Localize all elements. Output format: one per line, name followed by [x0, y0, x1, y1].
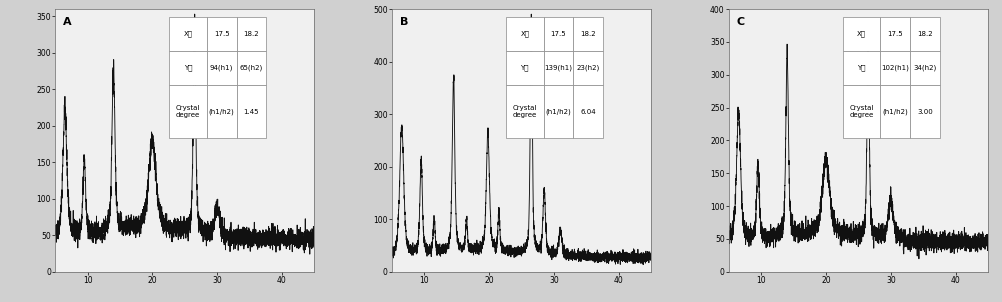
Bar: [842, 85, 880, 138]
Bar: [880, 85, 910, 138]
Bar: [506, 85, 543, 138]
Text: 139(h1): 139(h1): [544, 65, 572, 72]
Bar: [573, 85, 602, 138]
Bar: [206, 85, 236, 138]
Bar: [169, 85, 206, 138]
Bar: [506, 17, 543, 51]
Text: (h1/h2): (h1/h2): [208, 108, 234, 115]
Text: 1.45: 1.45: [243, 108, 259, 114]
Text: 34(h2): 34(h2): [913, 65, 936, 72]
Text: Crystal
degree: Crystal degree: [849, 105, 873, 118]
Bar: [543, 17, 573, 51]
Text: 3.00: 3.00: [917, 108, 932, 114]
Bar: [169, 51, 206, 85]
Text: 18.2: 18.2: [243, 31, 259, 37]
Bar: [842, 17, 880, 51]
Bar: [236, 85, 267, 138]
Bar: [910, 17, 939, 51]
Text: (h1/h2): (h1/h2): [545, 108, 571, 115]
Text: X値: X値: [520, 31, 529, 37]
Text: 65(h2): 65(h2): [239, 65, 263, 72]
Text: X値: X値: [857, 31, 866, 37]
Text: 18.2: 18.2: [580, 31, 595, 37]
Text: B: B: [400, 17, 408, 27]
Bar: [206, 17, 236, 51]
Text: 17.5: 17.5: [887, 31, 902, 37]
Text: C: C: [735, 17, 744, 27]
Bar: [543, 85, 573, 138]
Text: Crystal
degree: Crystal degree: [512, 105, 536, 118]
Bar: [169, 17, 206, 51]
Bar: [206, 51, 236, 85]
Text: X値: X値: [183, 31, 192, 37]
Text: Y値: Y値: [183, 65, 192, 72]
Text: Y値: Y値: [857, 65, 865, 72]
Bar: [880, 51, 910, 85]
Text: 23(h2): 23(h2): [576, 65, 599, 72]
Bar: [506, 51, 543, 85]
Bar: [573, 51, 602, 85]
Text: 94(h1): 94(h1): [209, 65, 233, 72]
Text: A: A: [63, 17, 71, 27]
Bar: [880, 17, 910, 51]
Text: 102(h1): 102(h1): [881, 65, 909, 72]
Bar: [842, 51, 880, 85]
Bar: [910, 51, 939, 85]
Text: 17.5: 17.5: [550, 31, 566, 37]
Text: Crystal
degree: Crystal degree: [175, 105, 200, 118]
Bar: [910, 85, 939, 138]
Bar: [573, 17, 602, 51]
Text: 17.5: 17.5: [213, 31, 229, 37]
Text: Y値: Y値: [520, 65, 528, 72]
Bar: [236, 17, 267, 51]
Bar: [236, 51, 267, 85]
Text: 18.2: 18.2: [917, 31, 932, 37]
Text: (h1/h2): (h1/h2): [882, 108, 907, 115]
Text: 6.04: 6.04: [580, 108, 595, 114]
Bar: [543, 51, 573, 85]
